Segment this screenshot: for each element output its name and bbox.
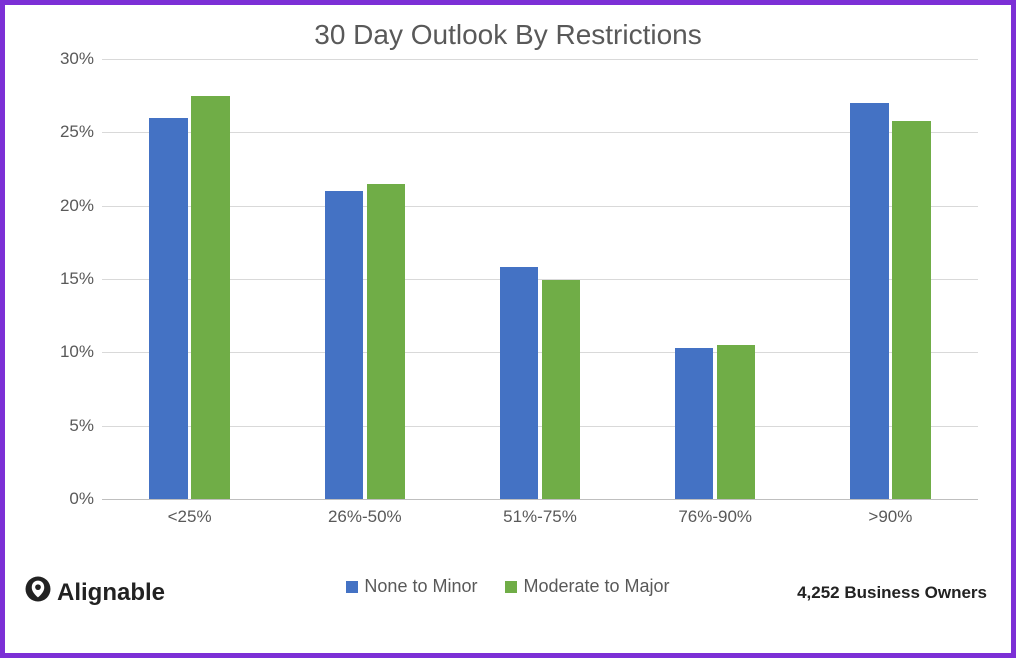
- bar: [500, 267, 539, 499]
- x-tick-label: 26%-50%: [328, 507, 402, 527]
- y-tick-label: 10%: [34, 342, 94, 362]
- y-tick-label: 25%: [34, 122, 94, 142]
- gridline: [102, 59, 978, 60]
- plot-region: [102, 59, 978, 499]
- gridline: [102, 132, 978, 133]
- bar: [675, 348, 714, 499]
- bar: [850, 103, 889, 499]
- bar: [191, 96, 230, 499]
- legend-item-0: None to Minor: [346, 576, 477, 597]
- brand-name: Alignable: [57, 579, 165, 607]
- legend-item-1: Moderate to Major: [505, 576, 669, 597]
- x-tick-label: 76%-90%: [678, 507, 752, 527]
- alignable-logo-icon: [25, 576, 51, 609]
- bar: [542, 280, 581, 499]
- y-tick-label: 5%: [34, 416, 94, 436]
- y-tick-label: 15%: [34, 269, 94, 289]
- gridline: [102, 426, 978, 427]
- y-tick-label: 20%: [34, 196, 94, 216]
- bar: [149, 118, 188, 499]
- bar: [892, 121, 931, 499]
- gridline: [102, 206, 978, 207]
- legend-label-1: Moderate to Major: [523, 576, 669, 597]
- brand: Alignable: [25, 576, 165, 609]
- footnote: 4,252 Business Owners: [797, 583, 987, 603]
- chart-area: 0%5%10%15%20%25%30%<25%26%-50%51%-75%76%…: [38, 59, 978, 529]
- bar: [717, 345, 756, 499]
- x-tick-label: >90%: [868, 507, 912, 527]
- y-tick-label: 0%: [34, 489, 94, 509]
- legend-swatch-1: [505, 581, 517, 593]
- x-tick-label: <25%: [168, 507, 212, 527]
- bar: [325, 191, 364, 499]
- legend-label-0: None to Minor: [364, 576, 477, 597]
- chart-title: 30 Day Outlook By Restrictions: [29, 19, 987, 51]
- x-tick-label: 51%-75%: [503, 507, 577, 527]
- gridline: [102, 352, 978, 353]
- gridline: [102, 499, 978, 500]
- gridline: [102, 279, 978, 280]
- chart-frame: 30 Day Outlook By Restrictions 0% 5% 10% 15…: [0, 0, 1016, 658]
- legend-swatch-0: [346, 581, 358, 593]
- y-tick-label: 30%: [34, 49, 94, 69]
- bar: [367, 184, 406, 499]
